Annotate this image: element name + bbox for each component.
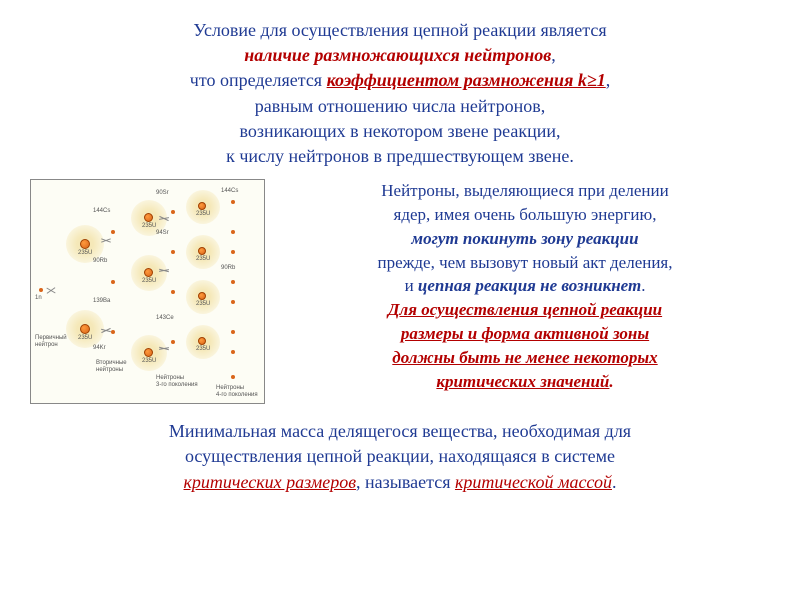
right-line6: Для осуществления цепной реакции	[388, 300, 662, 319]
bottom-line1: Минимальная масса делящегося вещества, н…	[169, 421, 631, 441]
diagram-label: 90Rb	[221, 265, 235, 271]
bottom-paragraph: Минимальная масса делящегося вещества, н…	[30, 419, 770, 495]
neutron-dot	[231, 280, 235, 284]
nucleus-label: 235U	[196, 301, 210, 307]
bottom-line2: осуществления цепной реакции, находящаяс…	[185, 446, 615, 466]
right-line9-suffix: .	[609, 372, 613, 391]
right-line5a: и	[405, 276, 418, 295]
diagram-label: 90Rb	[93, 258, 107, 264]
nucleus-label: 235U	[142, 223, 156, 229]
nucleus-label: 235U	[142, 278, 156, 284]
neutron-dot	[171, 250, 175, 254]
diagram-label: 94Kr	[93, 345, 106, 351]
diagram-label: нейтроны	[96, 367, 123, 373]
diagram-label: 94Sr	[156, 230, 169, 236]
nucleus-label: 235U	[78, 250, 92, 256]
neutron-dot	[171, 210, 175, 214]
neutron-dot	[111, 330, 115, 334]
bottom-line3d: .	[612, 472, 617, 492]
right-line9: критических значений	[436, 372, 609, 391]
bottom-line3c: критической массой	[455, 472, 612, 492]
middle-row: 235U 235U 235U 235U 235U 235U 235U 235U 235U 1n Пе…	[30, 179, 770, 404]
neutron-dot	[231, 230, 235, 234]
right-line3: могут покинуть зону реакции	[411, 229, 638, 248]
diagram-label: Нейтроны	[216, 385, 244, 391]
diagram-label: 90Sr	[156, 190, 169, 196]
diagram-label: 139Ba	[93, 298, 110, 304]
neutron-dot	[39, 288, 43, 292]
neutron-dot	[231, 300, 235, 304]
chain-reaction-diagram: 235U 235U 235U 235U 235U 235U 235U 235U 235U 1n Пе…	[30, 179, 265, 404]
neutron-dot	[231, 250, 235, 254]
neutron-dot	[171, 290, 175, 294]
top-line3b: коэффициентом размножения k≥1	[327, 70, 606, 90]
top-line5: возникающих в некотором звене реакции,	[239, 121, 560, 141]
top-line1: Условие для осуществления цепной реакции…	[193, 20, 606, 40]
diagram-label: 3-го поколения	[156, 382, 198, 388]
neutron-dot	[231, 375, 235, 379]
neutron-dot	[171, 340, 175, 344]
neutron-dot	[111, 280, 115, 284]
nucleus-label: 235U	[196, 211, 210, 217]
right-paragraph: Нейтроны, выделяющиеся при делении ядер,…	[280, 179, 770, 404]
neutron-dot	[231, 350, 235, 354]
right-line5c: .	[641, 276, 645, 295]
top-line3a: что определяется	[190, 70, 327, 90]
diagram-label: 143Ce	[156, 315, 174, 321]
nucleus-label: 235U	[78, 335, 92, 341]
top-line2-suffix: ,	[551, 45, 556, 65]
diagram-label: 4-го поколения	[216, 392, 258, 398]
diagram-label: нейтрон	[35, 342, 58, 348]
top-line6: к числу нейтронов в предшествующем звене…	[226, 146, 574, 166]
bottom-line3a: критических размеров	[184, 472, 357, 492]
right-line1: Нейтроны, выделяющиеся при делении	[381, 181, 668, 200]
right-line4: прежде, чем вызовут новый акт деления,	[377, 253, 672, 272]
diagram-label: 144Cs	[93, 208, 110, 214]
diagram-label: Первичный	[35, 335, 67, 341]
right-line5b: цепная реакция не возникнет	[418, 276, 641, 295]
nucleus-label: 235U	[196, 346, 210, 352]
neutron-dot	[231, 200, 235, 204]
nucleus-label: 235U	[142, 358, 156, 364]
diagram-label: Вторичные	[96, 360, 127, 366]
diagram-label: 144Cs	[221, 188, 238, 194]
top-line2: наличие размножающихся нейтронов	[244, 45, 551, 65]
right-line7: размеры и форма активной зоны	[401, 324, 649, 343]
nucleus-label: 235U	[196, 256, 210, 262]
right-line8: должны быть не менее некоторых	[392, 348, 657, 367]
diagram-label: Нейтроны	[156, 375, 184, 381]
top-paragraph: Условие для осуществления цепной реакции…	[30, 18, 770, 169]
neutron-dot	[111, 230, 115, 234]
top-line4: равным отношению числа нейтронов,	[255, 96, 546, 116]
neutron-dot	[231, 330, 235, 334]
diagram-label: 1n	[35, 295, 42, 301]
bottom-line3b: , называется	[356, 472, 455, 492]
right-line2: ядер, имея очень большую энергию,	[394, 205, 657, 224]
top-line3c: ,	[606, 70, 611, 90]
